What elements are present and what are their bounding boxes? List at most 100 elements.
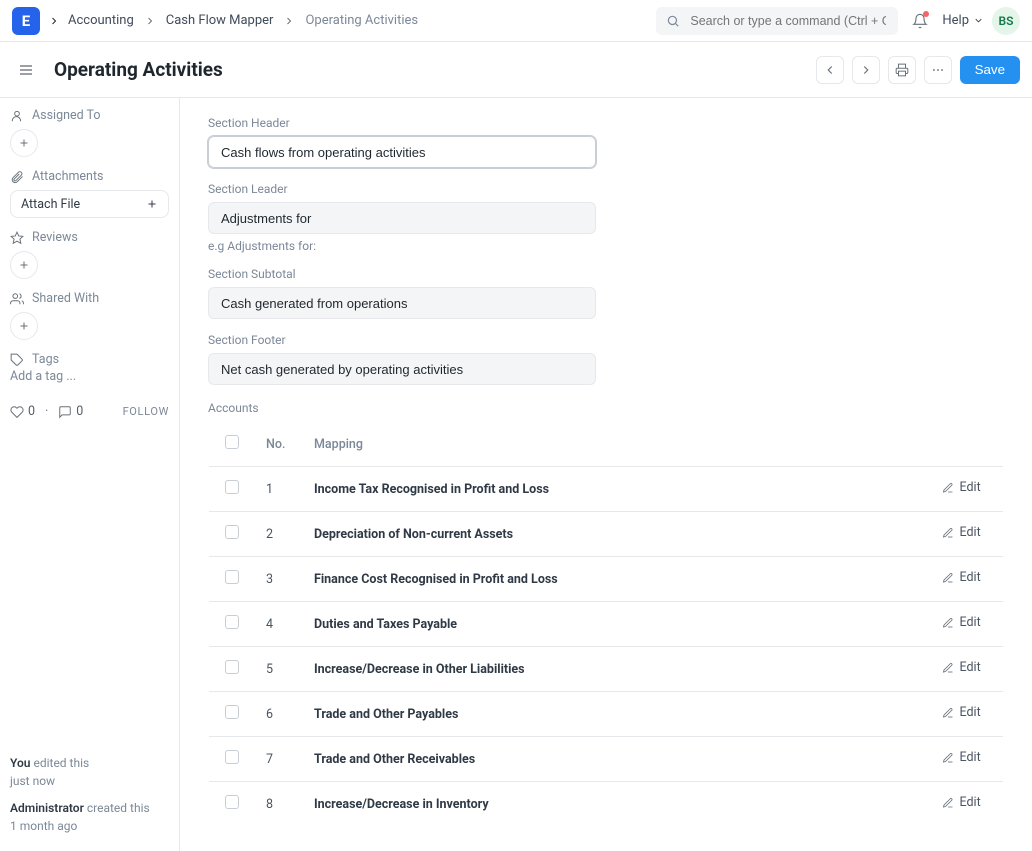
assigned-to-label: Assigned To [32,108,101,123]
row-checkbox[interactable] [225,705,239,719]
breadcrumb-item-cash-flow-mapper[interactable]: Cash Flow Mapper [166,13,274,28]
edit-label: Edit [960,525,981,540]
row-no: 3 [254,557,302,602]
table-row: 6 Trade and Other Payables Edit [209,692,1004,737]
row-checkbox[interactable] [225,795,239,809]
dot-separator: · [45,404,48,419]
notifications-button[interactable] [906,7,934,35]
row-no: 5 [254,647,302,692]
chevron-right-icon [48,15,60,27]
edit-row-button[interactable]: Edit [942,525,981,540]
add-assignee-button[interactable] [10,129,38,157]
row-mapping[interactable]: Increase/Decrease in Inventory [314,797,489,812]
section-footer-text[interactable] [219,361,585,378]
edit-label: Edit [960,705,981,720]
more-button[interactable] [924,56,952,84]
edit-icon [942,752,954,764]
history-what: created this [87,801,150,815]
search-input[interactable] [688,13,888,29]
edit-row-button[interactable]: Edit [942,615,981,630]
row-checkbox[interactable] [225,570,239,584]
section-footer-input[interactable] [208,353,596,385]
row-no: 4 [254,602,302,647]
sidebar-section-tags: Tags Add a tag ... [10,352,169,386]
section-header-text[interactable] [219,144,585,161]
row-mapping[interactable]: Duties and Taxes Payable [314,617,457,632]
edit-row-button[interactable]: Edit [942,660,981,675]
history-entry: Administrator created this 1 month ago [10,800,169,835]
edit-row-button[interactable]: Edit [942,480,981,495]
breadcrumb-item-accounting[interactable]: Accounting [68,13,134,28]
global-search[interactable] [656,7,898,35]
edit-icon [942,707,954,719]
shared-with-label: Shared With [32,291,99,306]
next-button[interactable] [852,56,880,84]
edit-label: Edit [960,480,981,495]
hamburger-icon[interactable] [12,56,40,84]
field-label: Section Footer [208,333,596,347]
row-checkbox[interactable] [225,525,239,539]
row-no: 2 [254,512,302,557]
accounts-label: Accounts [208,401,1004,415]
sidebar-section-reviews: Reviews [10,230,169,279]
row-checkbox[interactable] [225,660,239,674]
section-leader-text[interactable] [219,210,585,227]
edit-row-button[interactable]: Edit [942,570,981,585]
add-share-button[interactable] [10,312,38,340]
table-row: 8 Increase/Decrease in Inventory Edit [209,782,1004,827]
search-icon [666,14,680,28]
paperclip-icon [10,170,24,184]
column-no: No. [254,422,302,467]
edit-row-button[interactable]: Edit [942,705,981,720]
section-leader-input[interactable] [208,202,596,234]
edit-icon [942,662,954,674]
section-subtotal-input[interactable] [208,287,596,319]
row-checkbox[interactable] [225,615,239,629]
history-when: just now [10,774,55,788]
row-no: 8 [254,782,302,827]
row-mapping[interactable]: Income Tax Recognised in Profit and Loss [314,482,549,497]
row-mapping[interactable]: Increase/Decrease in Other Liabilities [314,662,525,677]
edit-icon [942,527,954,539]
comment-button[interactable]: 0 [58,404,83,419]
prev-button[interactable] [816,56,844,84]
help-label: Help [942,13,969,28]
table-row: 7 Trade and Other Receivables Edit [209,737,1004,782]
sidebar-section-assigned-to: Assigned To [10,108,169,157]
row-mapping[interactable]: Trade and Other Receivables [314,752,475,767]
add-review-button[interactable] [10,251,38,279]
row-mapping[interactable]: Depreciation of Non-current Assets [314,527,513,542]
row-mapping[interactable]: Trade and Other Payables [314,707,458,722]
chevron-down-icon [973,15,984,26]
user-avatar[interactable]: BS [992,7,1020,35]
edit-row-button[interactable]: Edit [942,750,981,765]
edit-row-button[interactable]: Edit [942,795,981,810]
help-menu[interactable]: Help [942,13,984,28]
field-section-footer: Section Footer [208,333,596,385]
chevron-right-icon [144,15,156,27]
field-label: Section Leader [208,182,596,196]
section-header-input[interactable] [208,136,596,168]
heart-icon [10,405,24,419]
attach-file-button[interactable]: Attach File [10,190,169,218]
attachments-label: Attachments [32,169,104,184]
print-button[interactable] [888,56,916,84]
row-mapping[interactable]: Finance Cost Recognised in Profit and Lo… [314,572,558,587]
sidebar-section-attachments: Attachments Attach File [10,169,169,218]
page-title: Operating Activities [54,58,223,81]
section-subtotal-text[interactable] [219,295,585,312]
add-tag-input[interactable]: Add a tag ... [10,367,169,386]
row-no: 1 [254,467,302,512]
users-icon [10,292,24,306]
save-button[interactable]: Save [960,56,1020,84]
row-checkbox[interactable] [225,480,239,494]
table-row: 1 Income Tax Recognised in Profit and Lo… [209,467,1004,512]
app-logo[interactable]: E [12,7,40,35]
select-all-checkbox[interactable] [225,435,239,449]
row-checkbox[interactable] [225,750,239,764]
sidebar-section-shared-with: Shared With [10,291,169,340]
like-button[interactable]: 0 [10,404,35,419]
breadcrumb: Accounting Cash Flow Mapper Operating Ac… [68,13,418,28]
follow-button[interactable]: FOLLOW [123,405,169,418]
table-row: 4 Duties and Taxes Payable Edit [209,602,1004,647]
